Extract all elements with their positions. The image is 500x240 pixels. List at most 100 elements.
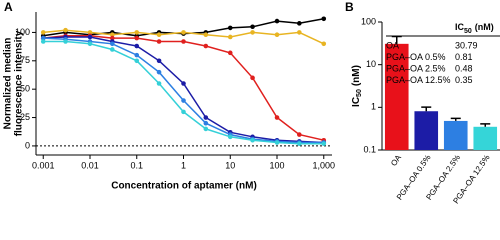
point [297,132,302,137]
x-tick-label: 0.001 [32,160,55,170]
table-row-label: PGA–OA 12.5% [386,75,451,85]
x-tick-label: 0.01 [81,160,99,170]
table-row-value: 0.35 [455,75,473,85]
point [227,50,233,56]
label-unit: (nM) [351,65,362,86]
y-tick-label: 1 [371,102,376,112]
panel-letter: A [4,0,13,14]
bar [384,43,409,151]
point [227,34,233,40]
point [156,81,162,86]
x-axis-label: Concentration of aptamer (nM) [111,181,257,192]
point [134,52,140,58]
curve [43,35,324,141]
point [156,39,162,44]
y-axis-label: Normalized median [3,38,14,130]
point [134,43,140,49]
curve [43,40,324,145]
point [203,126,209,132]
x-tick-label: OA [389,153,403,168]
point [297,141,302,146]
figure: A B 0 25 50 75 100 0.001 0.01 0.1 1 10 100 1,000 Con… [3,0,500,205]
y-tick-label: 50 [20,84,30,94]
point [321,16,327,22]
point [110,35,115,41]
label-main: IC [351,97,362,107]
y-tick-label: 25 [20,112,30,122]
point [274,32,280,37]
point [181,98,186,103]
point [250,30,255,35]
error-bar [480,123,491,127]
point [321,41,327,47]
label-main: IC [455,22,465,32]
point [203,32,209,37]
y-tick-label: 0 [25,140,30,150]
point [321,141,327,146]
table-header: IC50 (nM) [455,22,494,34]
point [87,41,93,47]
point [297,21,302,26]
point [203,120,209,126]
point [274,115,280,120]
y-axis-label: IC50 (nM) [351,65,363,107]
table-row-label: PGA–OA 0.5% [386,52,446,62]
point [110,32,115,37]
point [40,35,46,41]
table-row-value: 30.79 [455,40,478,50]
point [156,58,162,64]
point [181,30,186,35]
bar [443,120,468,150]
y-tick-label: 0.1 [363,144,376,154]
point [181,109,186,115]
point [134,30,140,35]
point [87,34,93,40]
point [274,140,280,145]
y-tick-label: 100 [361,16,376,26]
point [110,47,115,52]
y-tick-label: 10 [366,59,376,69]
point [250,137,255,143]
point [40,30,46,35]
point [110,41,115,47]
table-row-label: OA [386,40,399,50]
y-tick-label: 100 [15,27,30,37]
bar [473,126,498,150]
x-tick-label: 0.1 [130,160,143,170]
table-row-label: PGA–OA 2.5% [386,63,446,73]
x-tick-label: 1 [181,160,186,170]
point [40,39,46,44]
point [181,81,186,86]
point [156,69,162,75]
x-tick-label: 10 [225,160,235,170]
point [63,27,68,33]
x-tick-label: 100 [269,160,284,170]
point [134,35,140,41]
error-bar [450,117,461,121]
point [203,115,209,120]
error-bar [421,106,432,112]
point [227,25,233,31]
panel-letter: B [345,0,354,14]
point [250,24,255,30]
point [134,58,140,64]
point [63,39,68,44]
point [274,18,280,24]
point [297,30,302,35]
label-sub: 50 [464,28,472,35]
x-tick-label: 1,000 [313,160,336,170]
point [227,134,233,140]
table-row-value: 0.48 [455,63,473,73]
y-tick-label: 75 [20,55,30,65]
curve [43,36,324,144]
point [181,39,186,44]
y-axis-label: fluorescence intensity [14,30,25,136]
point [87,30,93,35]
point [250,75,255,81]
label-unit: (nM) [475,22,494,32]
point [156,32,162,37]
label-sub: 50 [356,89,363,97]
table-row-value: 0.81 [455,52,473,62]
curve [43,37,324,144]
point [203,43,209,49]
